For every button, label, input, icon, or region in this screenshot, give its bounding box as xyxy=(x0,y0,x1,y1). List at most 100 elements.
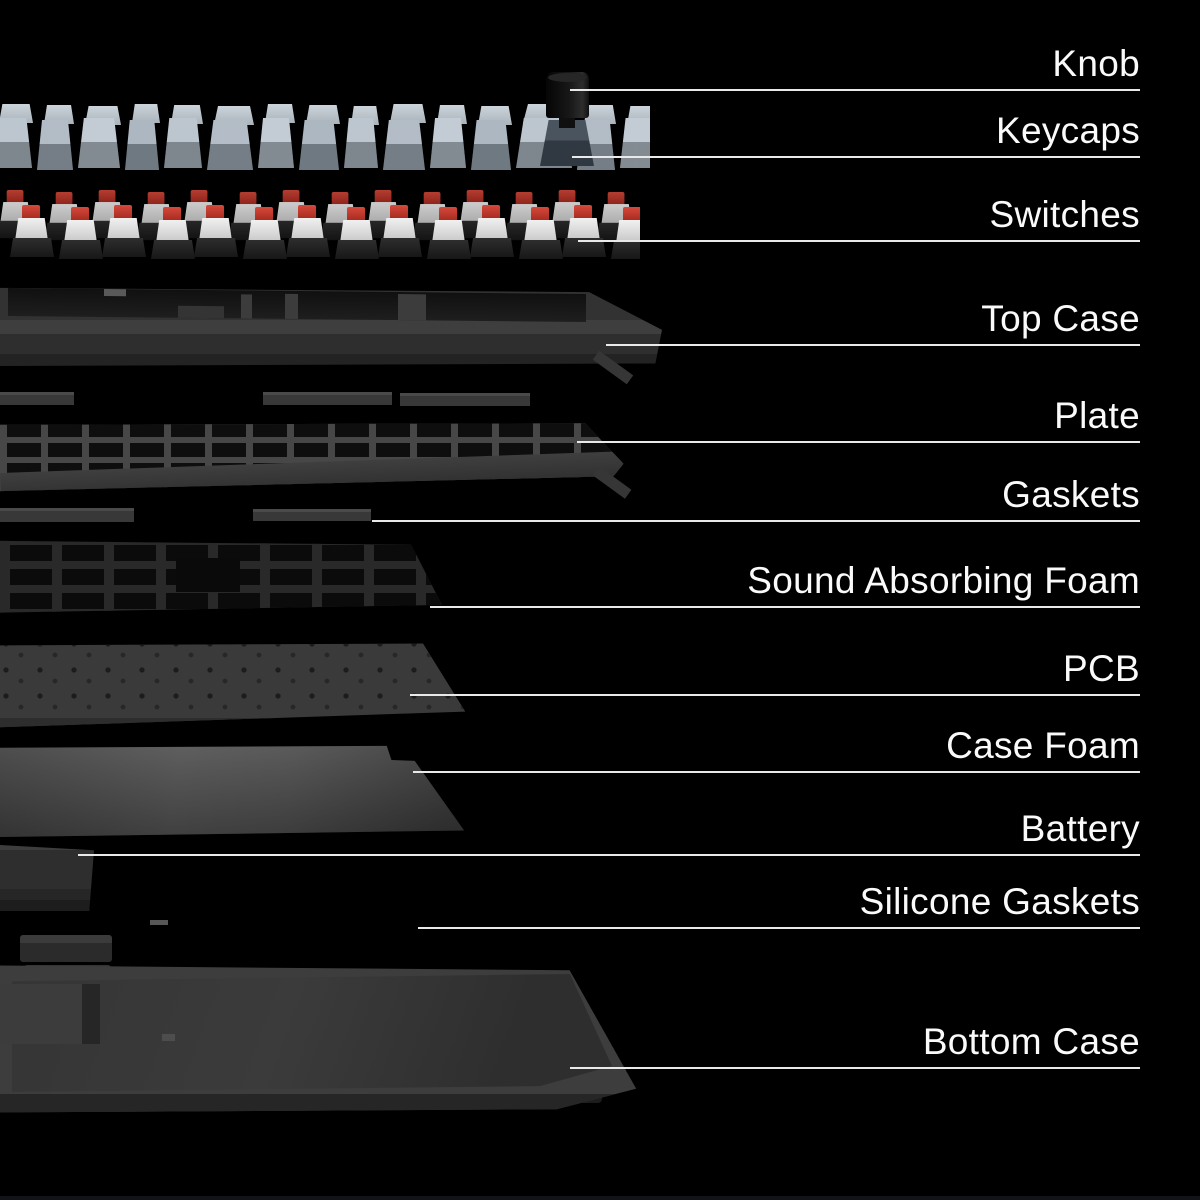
switch xyxy=(286,205,330,261)
leader-line-plate xyxy=(577,441,1140,443)
top-case-layer xyxy=(0,287,662,366)
top-case-tab xyxy=(104,288,126,297)
leader-line-gaskets xyxy=(372,520,1140,522)
keycap xyxy=(207,120,253,170)
keycap xyxy=(0,118,32,168)
switch-stem xyxy=(531,207,549,224)
switch-housing xyxy=(64,220,97,243)
switch xyxy=(335,207,379,263)
switch-housing xyxy=(156,220,189,243)
switch-stem xyxy=(22,205,40,222)
sound-absorbing-foam-layer xyxy=(0,540,442,613)
label-battery: Battery xyxy=(1020,808,1140,849)
label-silicone-gaskets: Silicone Gaskets xyxy=(859,881,1140,922)
keycap xyxy=(430,118,466,168)
leader-line-sound-absorbing-foam xyxy=(430,606,1140,608)
keycap-back-row xyxy=(390,104,426,123)
callout-silicone-gaskets: Silicone Gaskets xyxy=(418,880,1140,929)
switch-base xyxy=(10,238,54,257)
label-keycaps: Keycaps xyxy=(995,110,1140,151)
callout-keycaps: Keycaps xyxy=(572,109,1140,158)
label-switches: Switches xyxy=(989,194,1140,235)
top-case-recess xyxy=(8,287,586,323)
bottom-case-front-edge xyxy=(0,1094,637,1113)
switch-base xyxy=(470,238,514,257)
switch-housing xyxy=(340,220,373,243)
callout-plate: Plate xyxy=(577,394,1140,443)
gasket-strip xyxy=(0,508,134,522)
leader-line-knob xyxy=(570,89,1140,91)
keycap xyxy=(78,118,120,168)
gasket-strip xyxy=(253,509,371,521)
switch-stem xyxy=(347,207,365,224)
switch-housing xyxy=(475,218,508,241)
label-plate: Plate xyxy=(1054,395,1140,436)
switch-stem xyxy=(6,189,24,206)
switch xyxy=(194,205,238,261)
switch xyxy=(470,205,514,261)
switch-housing xyxy=(383,218,416,241)
switch-housing xyxy=(524,220,557,243)
switch-stem xyxy=(114,205,132,222)
switch-base xyxy=(243,240,287,259)
switch-stem xyxy=(298,205,316,222)
switch-base xyxy=(59,240,103,259)
bottom-case-layer xyxy=(0,965,637,1113)
switch xyxy=(243,207,287,263)
callout-gaskets: Gaskets xyxy=(372,473,1140,522)
bottom-case-floor xyxy=(12,974,612,1092)
keycap xyxy=(383,120,425,170)
label-knob: Knob xyxy=(1052,43,1140,84)
switch-stem xyxy=(574,205,592,222)
keycap xyxy=(299,120,339,170)
switch-stem xyxy=(239,191,257,208)
switch-housing xyxy=(15,218,48,241)
leader-line-case-foam xyxy=(413,771,1140,773)
label-sound-absorbing-foam: Sound Absorbing Foam xyxy=(747,560,1140,601)
small-part xyxy=(150,920,168,925)
switch xyxy=(562,205,606,261)
callout-top-case: Top Case xyxy=(606,297,1140,346)
case-foam-layer xyxy=(0,745,465,838)
switch-stem xyxy=(623,207,640,224)
top-case-divider xyxy=(285,293,298,320)
knob-illustration xyxy=(546,72,589,118)
callout-bottom-case: Bottom Case xyxy=(570,1020,1140,1069)
callout-switches: Switches xyxy=(578,193,1140,242)
keycap xyxy=(471,120,511,170)
bottom-case-riser xyxy=(0,984,100,1044)
switch-stem xyxy=(331,191,349,208)
case-foam-shading xyxy=(0,745,465,838)
switch-stem xyxy=(206,205,224,222)
callout-sound-absorbing-foam: Sound Absorbing Foam xyxy=(430,559,1140,608)
callout-knob: Knob xyxy=(570,42,1140,91)
switches-layer xyxy=(0,188,640,270)
switch-stem xyxy=(607,191,625,208)
switch xyxy=(427,207,471,263)
leader-line-keycaps xyxy=(572,156,1140,158)
callout-case-foam: Case Foam xyxy=(413,724,1140,773)
label-bottom-case: Bottom Case xyxy=(922,1021,1140,1062)
switch-base xyxy=(335,240,379,259)
switch-base xyxy=(194,238,238,257)
switch-base xyxy=(427,240,471,259)
top-case-divider xyxy=(241,294,252,319)
leader-line-silicone-gaskets xyxy=(418,927,1140,929)
switch-stem xyxy=(374,189,392,206)
switch xyxy=(519,207,563,263)
keycap xyxy=(164,118,202,168)
keycap xyxy=(344,118,378,168)
leader-line-battery xyxy=(78,854,1140,856)
switch-stem xyxy=(190,189,208,206)
keycap-back-row xyxy=(132,104,160,123)
switch-stem xyxy=(147,191,165,208)
switch-stem xyxy=(466,189,484,206)
switch-stem xyxy=(558,189,576,206)
leader-line-pcb xyxy=(410,694,1140,696)
gasket-strip xyxy=(400,393,530,406)
label-case-foam: Case Foam xyxy=(946,725,1140,766)
switch-housing xyxy=(567,218,600,241)
callout-battery: Battery xyxy=(78,807,1140,856)
leader-line-bottom-case xyxy=(570,1067,1140,1069)
